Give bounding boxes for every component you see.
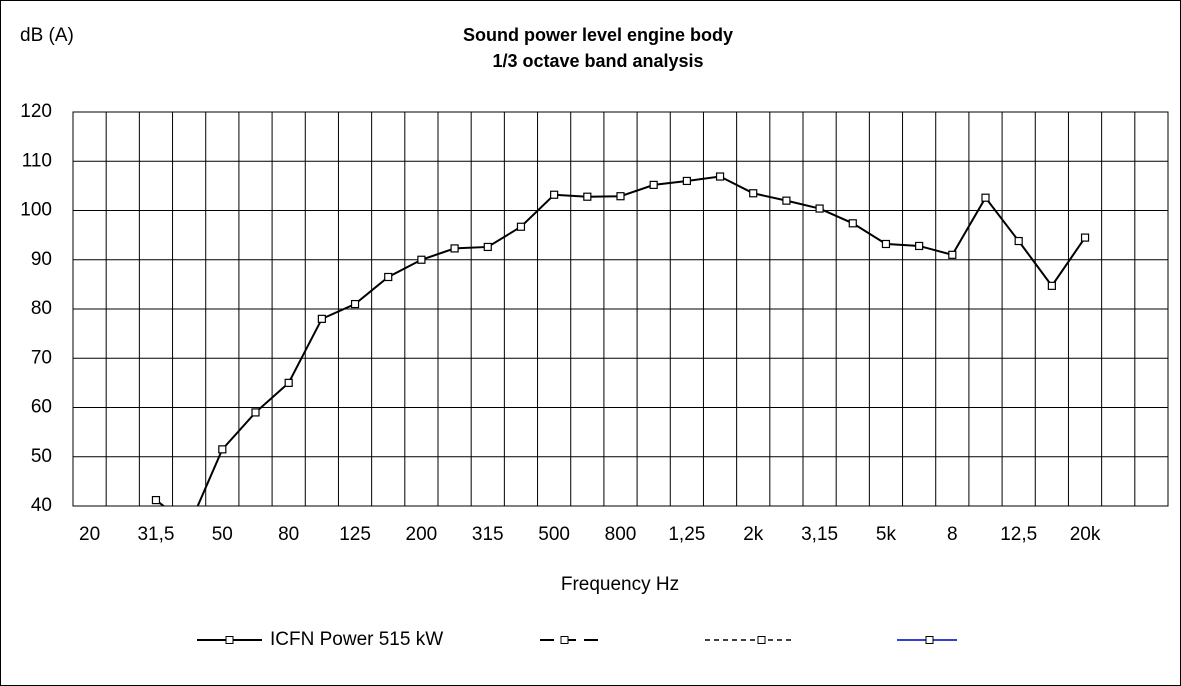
y-tick-label: 110 <box>22 150 52 171</box>
y-tick-label: 40 <box>31 495 52 516</box>
point-marker <box>881 239 891 249</box>
y-tick-label: 80 <box>31 298 52 319</box>
x-tick-label: 2k <box>743 524 764 545</box>
plot-clip <box>151 172 1090 506</box>
point-marker <box>350 299 360 309</box>
point-marker <box>1047 281 1056 290</box>
point-marker <box>1014 236 1023 246</box>
point-marker <box>317 314 326 323</box>
plot-border <box>72 111 1169 507</box>
point-marker <box>1080 233 1090 242</box>
point-marker <box>848 219 857 228</box>
x-tick-label: 5k <box>876 524 897 545</box>
y-tick-label: 50 <box>31 446 52 467</box>
point-marker <box>218 445 227 454</box>
x-tick-label: 31,5 <box>137 524 174 545</box>
point-marker <box>915 241 924 251</box>
point-marker <box>948 250 957 259</box>
point-marker <box>550 190 559 199</box>
point-marker <box>682 176 691 186</box>
point-marker <box>649 180 658 189</box>
x-tick-label: 3,15 <box>801 524 838 545</box>
x-tick-label: 8 <box>947 524 958 545</box>
point-marker <box>417 255 426 264</box>
y-tick-label: 100 <box>20 200 52 221</box>
y-tick-label: 90 <box>31 249 52 270</box>
point-marker <box>815 204 824 213</box>
point-marker <box>151 495 161 505</box>
x-tick-label: 20 <box>79 524 100 545</box>
x-tick-label: 800 <box>605 524 637 545</box>
x-tick-label: 315 <box>472 524 504 545</box>
y-axis-label: dB (A) <box>20 25 74 46</box>
y-tick-label: 60 <box>31 397 52 418</box>
point-marker <box>384 272 393 282</box>
x-tick-label: 200 <box>406 524 438 545</box>
point-marker <box>284 378 293 387</box>
x-tick-label: 1,25 <box>668 524 705 545</box>
point-marker <box>782 196 791 205</box>
chart-subtitle: 1/3 octave band analysis <box>492 51 703 71</box>
point-marker <box>616 192 625 201</box>
point-marker <box>483 242 492 252</box>
legend-label: ICFN Power 515 kW <box>270 629 443 650</box>
x-tick-label: 125 <box>339 524 371 545</box>
point-marker <box>981 193 990 202</box>
point-marker <box>450 244 459 253</box>
point-marker <box>583 192 592 201</box>
x-tick-label: 20k <box>1070 524 1101 545</box>
y-tick-label: 70 <box>31 347 52 368</box>
point-marker <box>715 172 725 181</box>
x-tick-label: 80 <box>278 524 299 545</box>
y-tick-label: 120 <box>20 101 52 122</box>
point-marker <box>251 408 260 417</box>
x-tick-label: 12,5 <box>1000 524 1037 545</box>
x-axis-label: Frequency Hz <box>561 574 679 595</box>
point-marker <box>749 189 758 198</box>
x-tick-label: 500 <box>538 524 570 545</box>
x-tick-label: 50 <box>212 524 233 545</box>
legend-decor <box>540 636 957 644</box>
legend-marker <box>225 636 234 644</box>
point-marker <box>516 222 526 231</box>
chart-title: Sound power level engine body <box>463 25 733 45</box>
